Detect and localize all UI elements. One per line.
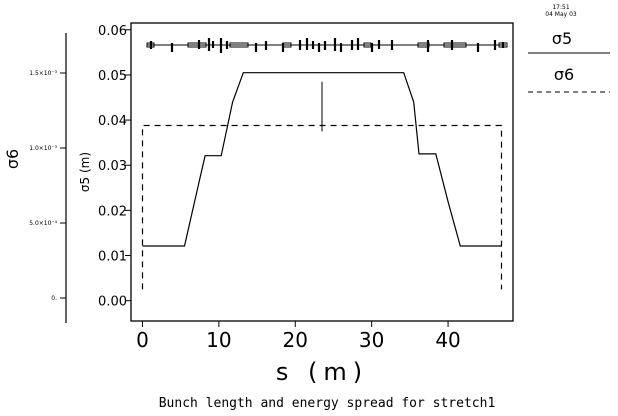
timestamp-date: 04 May 03 [545,11,577,18]
x-axis-label: s (m) [276,358,368,386]
series-line-sigma6 [141,124,503,290]
lattice-element [187,42,207,48]
lattice-element [443,42,467,48]
sigma6-axis: σ6 0. 5.0×10⁻⁴ 1.0×10⁻³ 1.5×10⁻³ [3,33,67,323]
y-tick-label: 0.01 [98,250,127,265]
lattice-element [146,42,155,48]
lattice-element [363,42,372,48]
chart-title: Bunch length and energy spread for stret… [159,396,496,411]
series-line-sigma5 [142,72,502,247]
y-tick-label: 0.04 [98,114,127,129]
y-tick-label: 0.05 [98,69,127,84]
x-tick-label: 0 [136,328,149,352]
legend-label-sigma6: σ6 [554,65,574,84]
legend-label-sigma5: σ5 [552,29,572,48]
sigma6-axis-label: σ6 [3,149,22,169]
lattice-elements [146,38,508,53]
sigma6-tick-label: 1.5×10⁻³ [29,70,57,77]
y-tick-label: 0.03 [98,159,127,174]
lattice-element [282,42,292,48]
lattice-element [417,42,430,48]
timestamp-time: 17:51 [552,4,569,11]
sigma6-tick-label: 0. [51,295,57,302]
lattice-element [229,42,249,48]
legend: σ5 σ6 [528,29,610,93]
sigma6-tick-label: 1.0×10⁻³ [29,145,57,152]
x-tick-label: 30 [359,328,384,352]
x-tick-label: 20 [283,328,308,352]
timestamp: 17:51 04 May 03 [545,4,577,18]
x-tick-label: 10 [206,328,231,352]
plot-frame [130,22,514,322]
y-tick-label: 0.06 [98,24,127,39]
y-tick-label: 0.02 [98,204,127,219]
lattice-element [498,42,508,48]
sigma6-tick-label: 5.0×10⁻⁴ [29,220,57,227]
sigma5-axis-label: σ5 (m) [78,152,92,192]
x-tick-label: 40 [435,328,460,352]
y-tick-label: 0.00 [98,295,127,310]
